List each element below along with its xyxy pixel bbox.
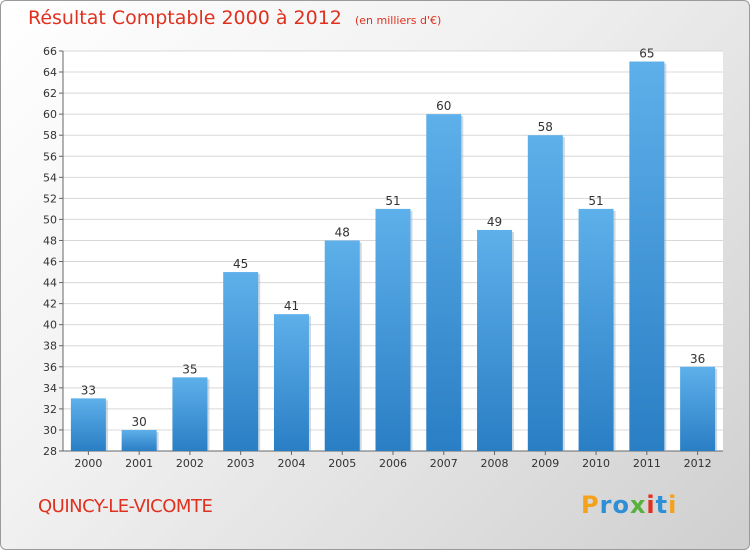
x-tick-label: 2008	[481, 457, 509, 470]
proxiti-logo: Proxiti	[581, 491, 678, 519]
bar	[629, 61, 665, 452]
data-label: 49	[487, 215, 502, 229]
bar	[680, 366, 716, 451]
x-tick-label: 2009	[531, 457, 559, 470]
y-tick-label: 28	[43, 445, 57, 458]
y-tick-label: 62	[43, 87, 57, 100]
bar	[223, 272, 259, 451]
label-layer: 33 30 35 45 41 48 51 60 49 58 51 65 36	[81, 47, 706, 429]
data-label: 51	[588, 194, 603, 208]
y-tick-label: 34	[43, 382, 57, 395]
chart-title: Résultat Comptable 2000 à 2012	[28, 7, 342, 29]
data-label: 35	[182, 362, 197, 376]
y-tick-label: 30	[43, 424, 57, 437]
x-tick-label: 2006	[379, 457, 407, 470]
y-tick-label: 44	[43, 277, 57, 290]
y-tick-label: 64	[43, 66, 57, 79]
bar	[477, 229, 513, 451]
data-label: 60	[436, 99, 451, 113]
data-label: 33	[81, 383, 96, 397]
bar	[70, 398, 106, 451]
data-label: 51	[385, 194, 400, 208]
bar-layer	[70, 61, 718, 452]
y-tick-label: 38	[43, 340, 57, 353]
bar	[578, 208, 614, 451]
y-tick-label: 32	[43, 403, 57, 416]
y-tick-label: 46	[43, 256, 57, 269]
bar	[324, 240, 360, 451]
y-tick-label: 58	[43, 129, 57, 142]
x-tick-label: 2005	[328, 457, 356, 470]
axis-layer: 28 30 32 34 36 38 40 42 44 46 48 50 52 54 56 58 60 62 64 66…	[43, 45, 723, 470]
x-tick-label: 2012	[684, 457, 712, 470]
y-tick-label: 40	[43, 319, 57, 332]
y-tick-label: 36	[43, 361, 57, 374]
x-tick-label: 2007	[430, 457, 458, 470]
y-tick-label: 52	[43, 192, 57, 205]
x-tick-label: 2003	[227, 457, 255, 470]
bar	[273, 314, 309, 451]
bar	[527, 135, 563, 452]
y-tick-label: 56	[43, 150, 57, 163]
bar	[121, 429, 157, 451]
data-label: 65	[639, 47, 654, 61]
y-tick-label: 54	[43, 171, 57, 184]
x-tick-label: 2000	[74, 457, 102, 470]
bar	[375, 208, 411, 451]
commune-name: QUINCY-LE-VICOMTE	[38, 496, 213, 517]
chart-title-block: Résultat Comptable 2000 à 2012 (en milli…	[28, 7, 441, 29]
data-label: 36	[690, 352, 705, 366]
y-tick-label: 42	[43, 298, 57, 311]
y-tick-label: 60	[43, 108, 57, 121]
chart-unit: (en milliers d'€)	[354, 14, 442, 27]
x-tick-label: 2004	[277, 457, 305, 470]
y-tick-label: 66	[43, 45, 57, 58]
data-label: 58	[538, 120, 553, 134]
y-tick-label: 50	[43, 213, 57, 226]
data-label: 41	[284, 299, 299, 313]
y-tick-label: 48	[43, 234, 57, 247]
bar	[172, 377, 208, 451]
x-tick-label: 2002	[176, 457, 204, 470]
x-tick-label: 2001	[125, 457, 153, 470]
x-tick-label: 2011	[633, 457, 661, 470]
data-label: 30	[132, 415, 147, 429]
data-label: 48	[335, 225, 350, 239]
bar	[426, 114, 462, 451]
x-tick-label: 2010	[582, 457, 610, 470]
data-label: 45	[233, 257, 248, 271]
